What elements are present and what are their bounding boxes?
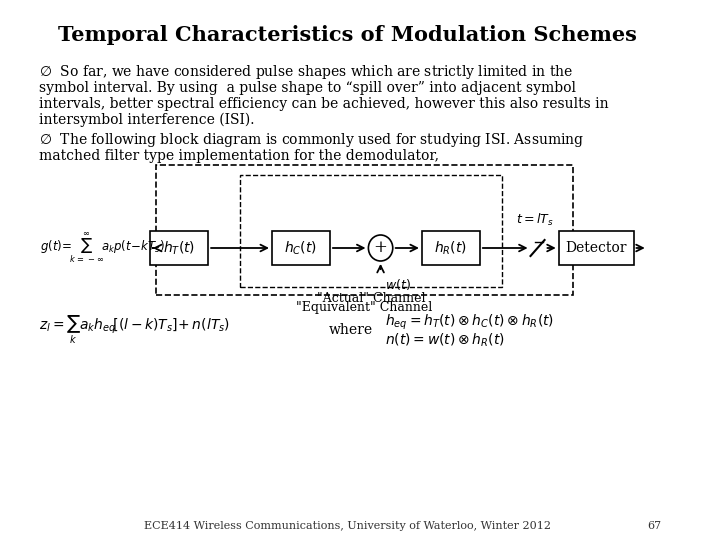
Text: $h_R(t)$: $h_R(t)$ — [434, 239, 467, 256]
Text: $n(t) = w(t)\otimes h_R(t)$: $n(t) = w(t)\otimes h_R(t)$ — [385, 332, 505, 349]
Text: $h_T(t)$: $h_T(t)$ — [163, 239, 195, 256]
Text: $\varnothing$  So far, we have considered pulse shapes which are strictly limite: $\varnothing$ So far, we have considered… — [39, 63, 572, 81]
Text: "Equivalent" Channel: "Equivalent" Channel — [296, 300, 432, 314]
Text: where: where — [329, 323, 373, 337]
FancyBboxPatch shape — [559, 231, 634, 265]
Text: Temporal Characteristics of Modulation Schemes: Temporal Characteristics of Modulation S… — [58, 25, 637, 45]
FancyBboxPatch shape — [422, 231, 480, 265]
Text: Detector: Detector — [565, 241, 627, 255]
Text: ECE414 Wireless Communications, University of Waterloo, Winter 2012: ECE414 Wireless Communications, Universi… — [144, 521, 552, 531]
Text: $z_l = \sum_k a_k h_{eq}\!\left[(l-k)T_s\right]\!+n(lT_s)$: $z_l = \sum_k a_k h_{eq}\!\left[(l-k)T_s… — [39, 314, 230, 346]
Text: $w(t)$: $w(t)$ — [385, 277, 411, 292]
Text: matched filter type implementation for the demodulator,: matched filter type implementation for t… — [39, 149, 438, 163]
Text: $\varnothing$  The following block diagram is commonly used for studying ISI. As: $\varnothing$ The following block diagra… — [39, 131, 584, 149]
Text: "Actual" Channel: "Actual" Channel — [317, 293, 426, 306]
Circle shape — [369, 235, 393, 261]
Text: $g(t)\!=\!\!\sum_{k=\,-\infty}^{\infty}\!a_k p(t\!-\!kT_s)$: $g(t)\!=\!\!\sum_{k=\,-\infty}^{\infty}\… — [40, 231, 166, 265]
Text: $h_{eq} = h_T(t)\otimes h_C(t)\otimes h_R(t)$: $h_{eq} = h_T(t)\otimes h_C(t)\otimes h_… — [385, 312, 554, 332]
Text: +: + — [374, 240, 387, 256]
Text: symbol interval. By using  a pulse shape to “spill over” into adjacent symbol: symbol interval. By using a pulse shape … — [39, 81, 575, 95]
Text: intersymbol interference (ISI).: intersymbol interference (ISI). — [39, 113, 254, 127]
FancyBboxPatch shape — [272, 231, 330, 265]
Text: intervals, better spectral efficiency can be achieved, however this also results: intervals, better spectral efficiency ca… — [39, 97, 608, 111]
Text: 67: 67 — [647, 521, 662, 531]
FancyBboxPatch shape — [150, 231, 208, 265]
Text: $t = lT_s$: $t = lT_s$ — [516, 212, 554, 228]
Text: $h_C(t)$: $h_C(t)$ — [284, 239, 318, 256]
